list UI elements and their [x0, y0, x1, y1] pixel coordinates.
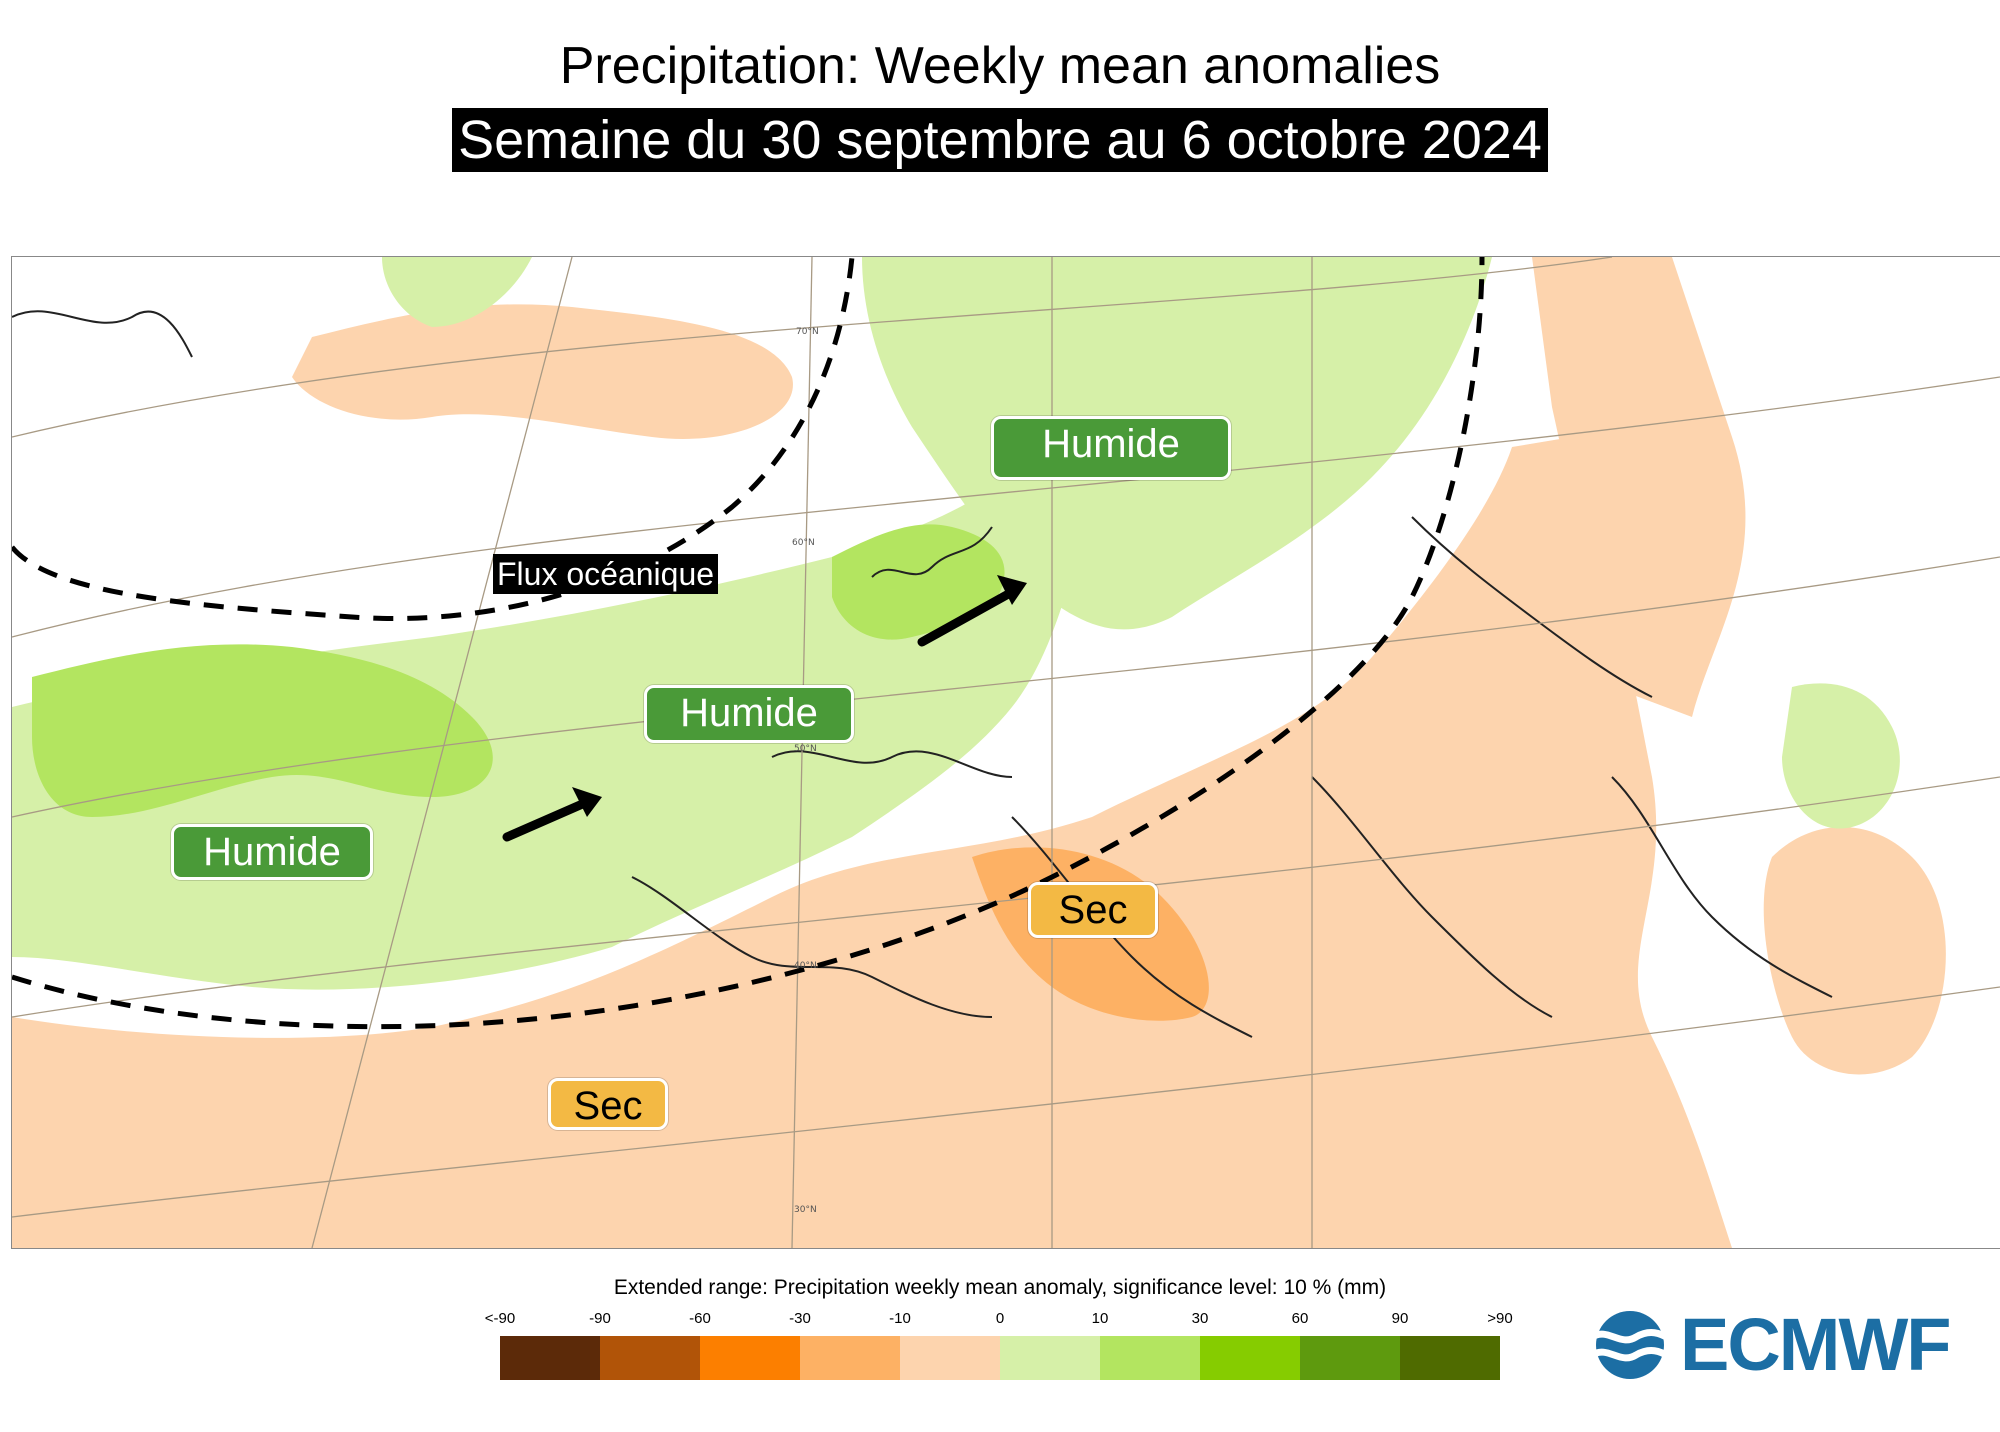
arrow-head-atlantic [572, 787, 602, 817]
chart-title: Precipitation: Weekly mean anomalies [559, 37, 1441, 95]
colorbar-tick: 10 [1091, 1310, 1109, 1327]
arrow-atlantic [502, 797, 592, 842]
colorbar-tick: 30 [1191, 1310, 1209, 1327]
flow-arrows [502, 575, 1027, 842]
colorbar-swatch-8 [1300, 1336, 1400, 1380]
lat-label-70: 70°N [796, 327, 819, 337]
lat-label-60: 60°N [792, 538, 815, 548]
wet-area-baltic [832, 524, 1005, 640]
colorbar [500, 1336, 1500, 1380]
sec-label-mediterranean: Sec [1028, 882, 1158, 938]
arrow-head-baltic [997, 575, 1027, 605]
humide-label-scandinavia: Humide [991, 416, 1231, 480]
colorbar-swatch-5 [1000, 1336, 1100, 1380]
lat-label-30: 30°N [794, 1205, 817, 1215]
ecmwf-logo: ECMWF [1580, 1305, 1960, 1385]
dry-area-south [12, 437, 1732, 1248]
arrow-baltic [917, 587, 1017, 647]
humide-label-west: Humide [171, 824, 373, 880]
colorbar-tick: >90 [1487, 1310, 1513, 1327]
colorbar-tick: 90 [1391, 1310, 1409, 1327]
lat-label-50: 50°N [794, 744, 817, 754]
anomaly-map: 70°N 60°N 50°N 40°N 30°N Humide Humide H… [11, 256, 2000, 1249]
colorbar-swatch-4 [900, 1336, 1000, 1380]
colorbar-swatch-9 [1400, 1336, 1500, 1380]
ecmwf-logo-text: ECMWF [1680, 1303, 1951, 1386]
colorbar-swatch-2 [700, 1336, 800, 1380]
week-subtitle: Semaine du 30 septembre au 6 octobre 202… [452, 108, 1548, 172]
colorbar-swatch-3 [800, 1336, 900, 1380]
dry-area-east [1532, 257, 1746, 717]
colorbar-tick: -60 [689, 1310, 711, 1327]
wet-area-greenland [382, 257, 532, 327]
dry-area-caspian [1763, 827, 1946, 1075]
flow-boundary [12, 257, 1485, 1030]
wet-area-core [32, 644, 493, 817]
coastlines [12, 310, 1833, 1038]
ecmwf-logo-icon [1590, 1311, 1672, 1379]
flux-oceanique-label: Flux océanique [493, 554, 719, 594]
colorbar-swatch-1 [600, 1336, 700, 1380]
colorbar-tick: 0 [995, 1310, 1005, 1327]
colorbar-swatch-7 [1200, 1336, 1300, 1380]
colorbar-title: Extended range: Precipitation weekly mea… [613, 1276, 1387, 1299]
colorbar-tick: -30 [789, 1310, 811, 1327]
colorbar-tick: 60 [1291, 1310, 1309, 1327]
subtitle-wrapper: Semaine du 30 septembre au 6 octobre 202… [0, 108, 2000, 172]
sec-label-south: Sec [548, 1078, 668, 1130]
graticule [12, 257, 2000, 1248]
colorbar-ticks: <-90 -90 -60 -30 -10 0 10 30 60 90 >90 [485, 1310, 1513, 1330]
humide-label-central: Humide [644, 685, 854, 743]
colorbar-tick: <-90 [484, 1310, 516, 1327]
map-graphics [12, 257, 2000, 1248]
colorbar-swatch-0 [500, 1336, 600, 1380]
colorbar-swatch-6 [1100, 1336, 1200, 1380]
colorbar-tick: -10 [889, 1310, 911, 1327]
colorbar-tick: -90 [589, 1310, 611, 1327]
lat-label-40: 40°N [794, 961, 817, 971]
wet-area-east [1782, 683, 1900, 829]
